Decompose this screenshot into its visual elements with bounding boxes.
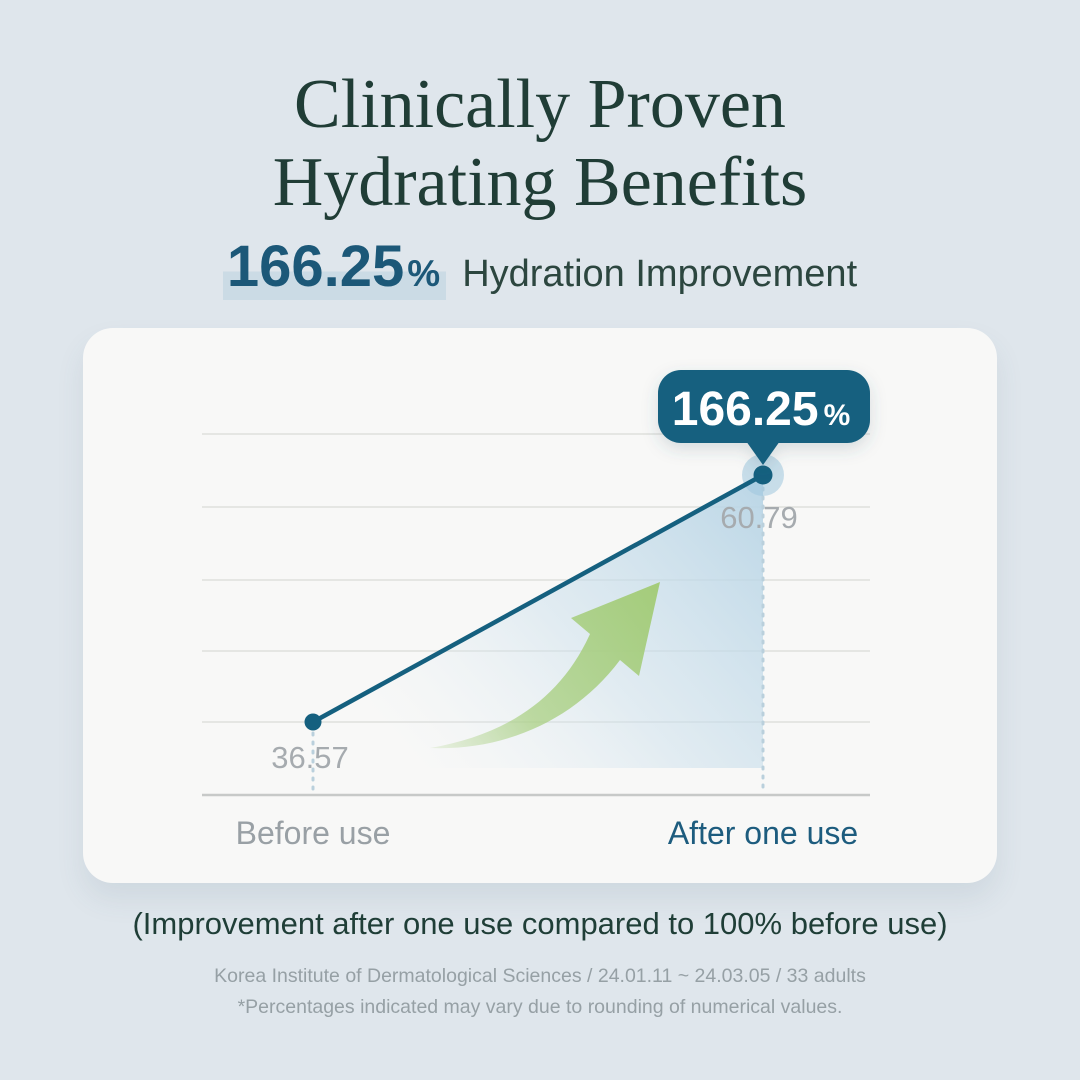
subtitle-label: Hydration Improvement: [462, 253, 858, 295]
category-label-after: After one use: [668, 815, 858, 851]
badge-percent-sign: %: [824, 399, 851, 432]
footnotes: Korea Institute of Dermatological Scienc…: [0, 961, 1080, 1023]
value-label-before: 36.57: [271, 740, 349, 775]
hydration-line-chart: 36.57 60.79 166.25% Before use After one…: [202, 370, 870, 851]
improvement-percent-highlight: 166.25%: [222, 233, 447, 302]
data-point-before: [304, 713, 322, 731]
badge-tail: [746, 441, 780, 465]
badge-value: 166.25: [672, 383, 819, 436]
chart-card: 36.57 60.79 166.25% Before use After one…: [83, 328, 997, 883]
category-label-before: Before use: [236, 815, 391, 851]
subtitle: 166.25% Hydration Improvement: [0, 233, 1080, 302]
page-title: Clinically Proven Hydrating Benefits: [0, 66, 1080, 222]
upward-trend-arrow-icon: [430, 582, 660, 749]
area-fill: [313, 475, 763, 768]
svg-text:166.25%: 166.25%: [672, 383, 851, 436]
percent-sign: %: [407, 253, 441, 294]
data-point-after: [753, 465, 773, 485]
value-badge: 166.25%: [658, 370, 870, 465]
title-line1: Clinically Proven: [294, 66, 786, 143]
title-line2: Hydrating Benefits: [272, 144, 808, 221]
caption: (Improvement after one use compared to 1…: [132, 906, 948, 941]
trend-line: [311, 473, 765, 724]
value-label-after: 60.79: [720, 500, 798, 535]
study-source: Korea Institute of Dermatological Scienc…: [214, 965, 866, 987]
disclaimer: *Percentages indicated may vary due to r…: [237, 996, 843, 1018]
improvement-percent-value: 166.25: [226, 234, 405, 299]
